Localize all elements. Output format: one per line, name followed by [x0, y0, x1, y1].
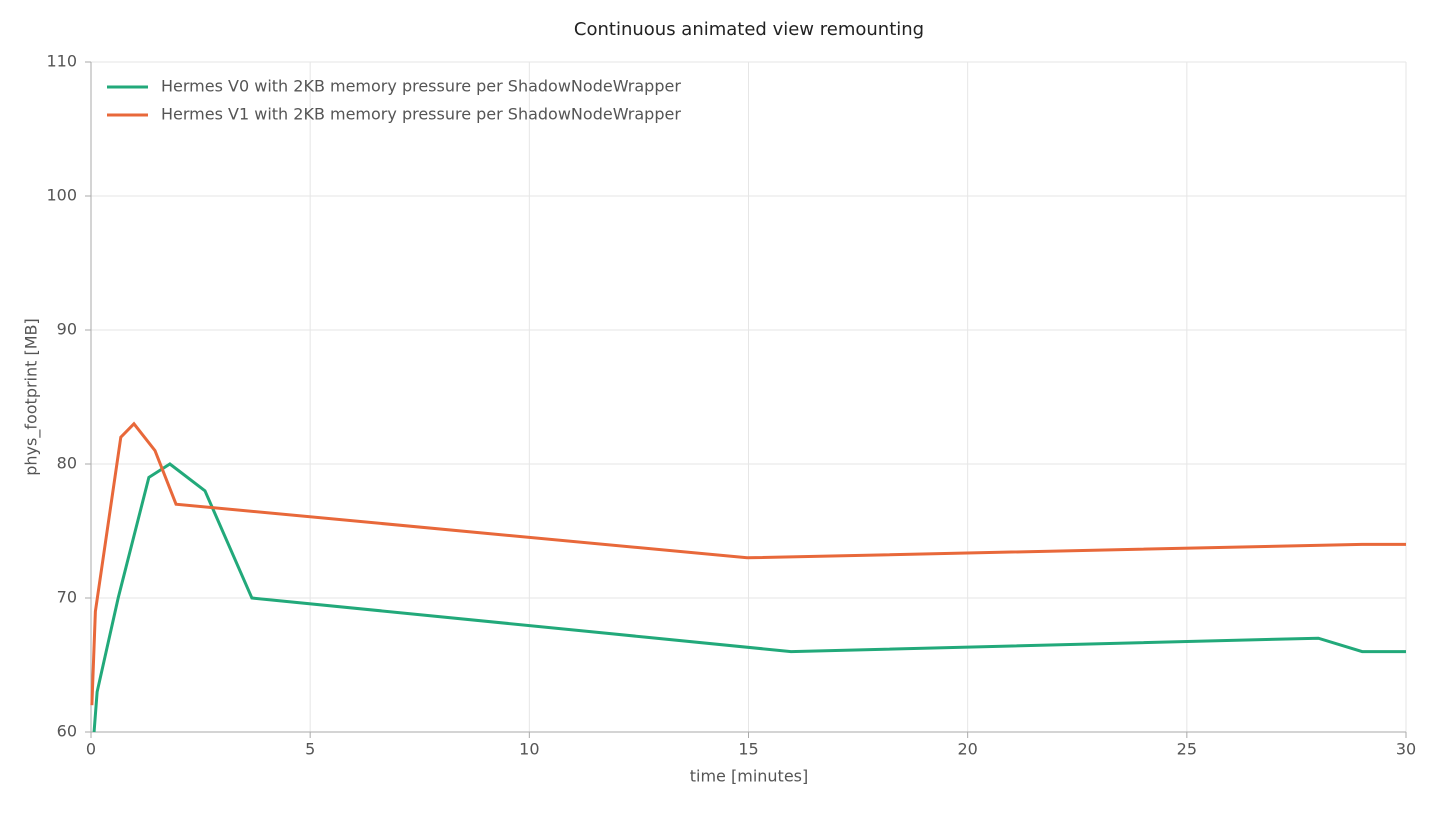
legend-label: Hermes V0 with 2KB memory pressure per S…: [161, 77, 681, 96]
x-tick-label: 10: [519, 740, 539, 759]
x-tick-label: 5: [305, 740, 315, 759]
x-tick-label: 20: [957, 740, 977, 759]
y-axis-label: phys_footprint [MB]: [22, 318, 42, 476]
x-tick-label: 30: [1396, 740, 1416, 759]
x-tick-label: 15: [738, 740, 758, 759]
x-axis-label: time [minutes]: [690, 767, 808, 786]
line-series: [92, 462, 1406, 733]
y-tick-label: 110: [46, 52, 77, 71]
y-tick-label: 60: [57, 722, 77, 741]
x-tick-label: 25: [1177, 740, 1197, 759]
line-series: [90, 421, 1406, 706]
y-tick-label: 80: [57, 454, 77, 473]
y-tick-label: 70: [57, 588, 77, 607]
y-tick-label: 90: [57, 320, 77, 339]
legend-label: Hermes V1 with 2KB memory pressure per S…: [161, 105, 681, 124]
x-tick-label: 0: [86, 740, 96, 759]
y-tick-label: 100: [46, 186, 77, 205]
chart-title: Continuous animated view remounting: [574, 19, 924, 40]
